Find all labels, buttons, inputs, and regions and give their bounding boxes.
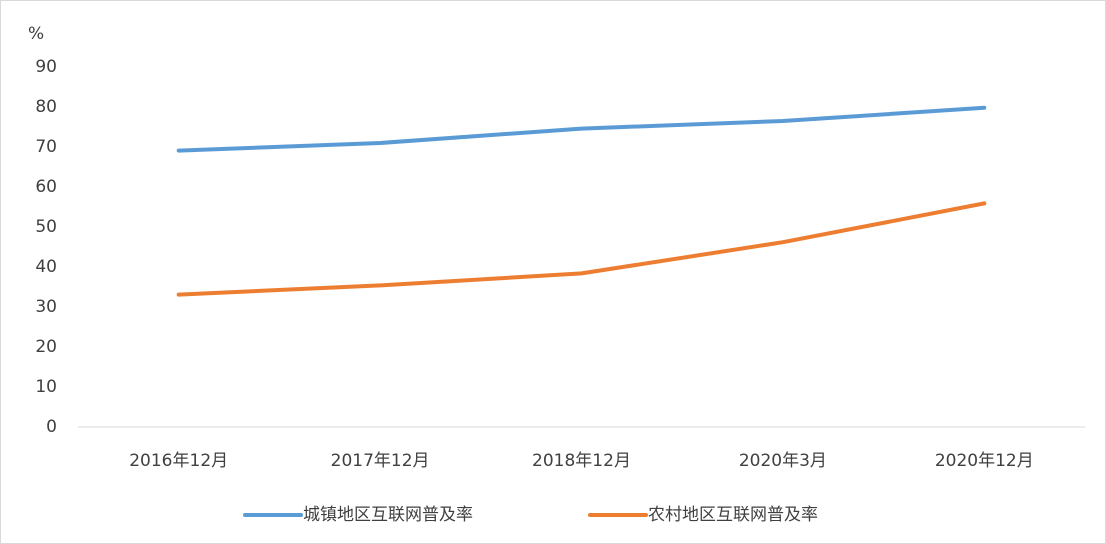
legend-label: 农村地区互联网普及率 <box>648 505 818 525</box>
y-tick-label: 30 <box>35 297 57 317</box>
y-tick-label: 80 <box>35 97 57 117</box>
x-tick-label: 2017年12月 <box>331 451 430 471</box>
y-tick-label: 60 <box>35 177 57 197</box>
y-tick-label: 0 <box>46 417 57 437</box>
line-series <box>176 201 987 297</box>
y-tick-label: 70 <box>35 137 57 157</box>
y-tick-label: 90 <box>35 57 57 77</box>
x-tick-label: 2018年12月 <box>532 451 631 471</box>
y-axis-label: % <box>28 24 44 44</box>
y-tick-label: 10 <box>35 377 57 397</box>
x-tick-label: 2020年3月 <box>739 451 827 471</box>
x-tick-label: 2016年12月 <box>129 451 228 471</box>
x-tick-label: 2020年12月 <box>935 451 1034 471</box>
legend-label: 城镇地区互联网普及率 <box>303 505 473 525</box>
line-series <box>176 105 987 153</box>
y-tick-label: 20 <box>35 337 57 357</box>
y-tick-label: 40 <box>35 257 57 277</box>
y-tick-label: 50 <box>35 217 57 237</box>
